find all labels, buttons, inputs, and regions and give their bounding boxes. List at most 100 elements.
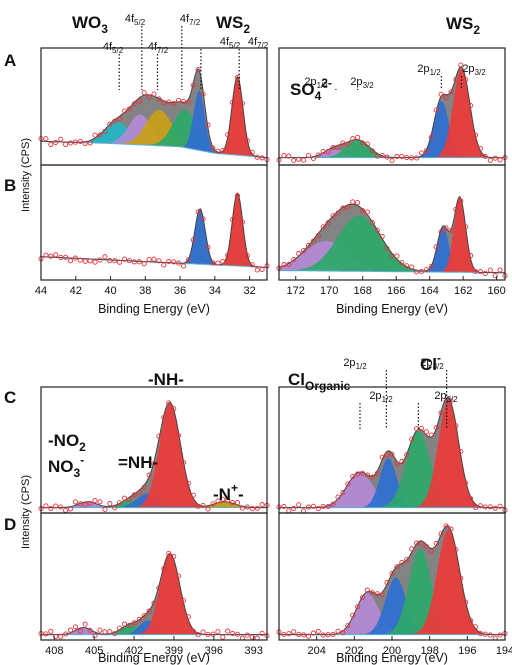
data-point (389, 451, 395, 457)
data-point (166, 99, 172, 105)
data-point (136, 490, 142, 496)
data-point (58, 504, 64, 510)
fit-peak-1 (279, 215, 505, 273)
data-point (161, 415, 167, 421)
fit-peak-1 (41, 193, 267, 268)
data-point (234, 193, 241, 199)
orbital-label: 4f5/2 (220, 36, 241, 50)
data-point (433, 244, 439, 250)
data-point (340, 205, 346, 211)
data-point (97, 627, 103, 633)
data-point (92, 132, 98, 138)
data-point (67, 627, 74, 633)
data-point (310, 155, 316, 161)
data-point (286, 262, 292, 268)
x-tick-label: 166 (387, 285, 405, 297)
data-point (345, 481, 351, 487)
fit-peak-3 (279, 401, 505, 508)
data-point (239, 219, 245, 225)
x-tick-label: 402 (125, 645, 143, 657)
data-point (215, 148, 221, 154)
data-point (359, 207, 366, 214)
data-point (330, 213, 336, 219)
data-point (43, 631, 49, 637)
data-point (443, 523, 449, 529)
data-point (176, 573, 182, 579)
data-point (244, 504, 250, 510)
data-point (345, 204, 351, 211)
data-point (102, 629, 108, 635)
data-point (112, 505, 118, 511)
data-point (234, 500, 241, 506)
data-point (301, 157, 307, 163)
data-point (156, 258, 162, 264)
data-point (281, 631, 287, 638)
data-point (482, 153, 488, 160)
data-point (136, 259, 142, 265)
x-tick-label: 170 (320, 285, 338, 297)
species-label: ClOrganic (288, 370, 351, 393)
data-point (394, 154, 400, 160)
species-label: NO3- (48, 453, 84, 480)
data-point (230, 631, 236, 637)
data-point (428, 548, 434, 554)
spectrum-S2p-B (276, 164, 508, 281)
data-point (463, 480, 469, 486)
data-point (472, 268, 479, 275)
data-point (82, 140, 88, 146)
data-point (315, 628, 321, 634)
data-point (310, 630, 316, 636)
x-tick-label: 160 (487, 285, 505, 297)
data-point (414, 269, 420, 275)
data-point (477, 269, 483, 275)
x-tick-label: 408 (45, 645, 63, 657)
data-point (340, 630, 346, 636)
species-label: SO42- (290, 76, 332, 103)
data-point (131, 101, 137, 107)
data-point (301, 248, 307, 254)
data-point (374, 591, 380, 597)
data-point (305, 504, 312, 510)
x-tick-label: 44 (35, 285, 47, 297)
data-point (315, 506, 321, 512)
data-point (97, 499, 103, 505)
data-point (286, 631, 292, 637)
data-point (286, 508, 292, 514)
data-point (166, 259, 172, 265)
data-point (399, 560, 405, 566)
data-point (156, 96, 162, 102)
data-point (472, 132, 479, 138)
data-point (210, 145, 216, 151)
x-axis-label: Binding Energy (eV) (98, 302, 210, 316)
data-point (355, 604, 361, 610)
orbital-label: 4f7/2 (148, 41, 169, 55)
data-point (126, 622, 132, 628)
data-point (359, 594, 366, 600)
data-point (448, 526, 454, 532)
data-point (281, 262, 287, 268)
data-point (77, 501, 83, 507)
data-point (477, 145, 483, 152)
data-point (315, 152, 321, 158)
orbital-label: 2p1/2 (369, 390, 393, 404)
data-point (67, 140, 74, 146)
data-point (117, 259, 123, 265)
data-point (369, 148, 375, 154)
data-point (404, 557, 410, 563)
data-point (374, 227, 380, 233)
data-point (438, 91, 444, 97)
data-point (443, 399, 449, 405)
data-point (254, 154, 260, 160)
data-point (87, 140, 93, 146)
data-point (205, 631, 211, 638)
data-point (291, 629, 297, 635)
x-tick-label: 405 (85, 645, 103, 657)
data-point (364, 587, 370, 593)
data-point (126, 497, 132, 503)
data-point (249, 506, 255, 512)
data-point (230, 500, 236, 506)
fit-peak-1 (279, 577, 505, 635)
data-point (107, 121, 113, 127)
data-point (458, 448, 464, 455)
